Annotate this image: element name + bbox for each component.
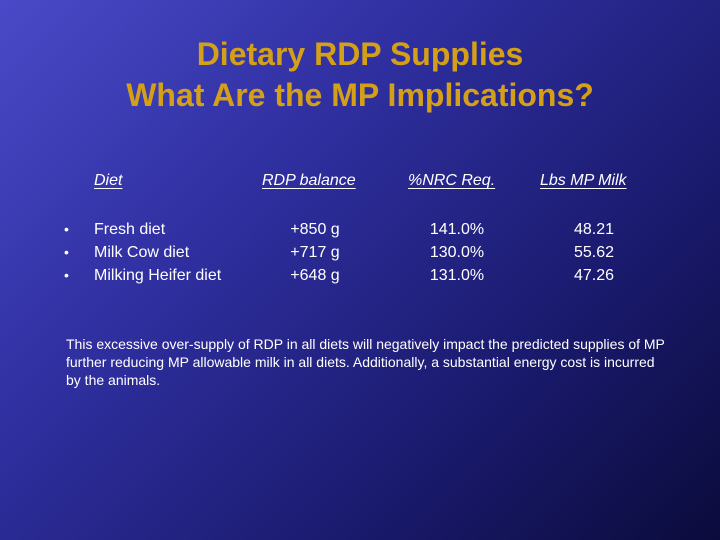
row-rdp-balance: +717 g	[290, 244, 340, 261]
row-lbs-mp-milk: 48.21	[573, 221, 615, 238]
summary-note: This excessive over-supply of RDP in all…	[66, 336, 665, 388]
row-rdp-balance: +648 g	[290, 267, 340, 284]
header-nrc-req: %NRC Req.	[408, 172, 496, 189]
row-nrc-req: 131.0%	[429, 267, 485, 284]
title-line-2: What Are the MP Implications?	[126, 76, 594, 113]
bullet-icon: •	[64, 221, 69, 237]
title-line-1: Dietary RDP Supplies	[196, 36, 524, 72]
row-lbs-mp-milk: 55.62	[573, 244, 615, 261]
row-rdp-balance: +850 g	[290, 221, 340, 238]
bullet-icon: •	[64, 244, 69, 260]
row-diet: Milk Cow diet	[94, 244, 190, 261]
row-diet: Milking Heifer diet	[94, 267, 222, 284]
header-rdp-balance: RDP balance	[262, 172, 356, 189]
row-lbs-mp-milk: 47.26	[573, 267, 615, 284]
header-diet: Diet	[94, 172, 123, 189]
slide-title: Dietary RDP Supplies What Are the MP Imp…	[0, 34, 720, 115]
row-diet: Fresh diet	[94, 221, 166, 238]
header-lbs-mp-milk: Lbs MP Milk	[540, 172, 627, 189]
row-nrc-req: 141.0%	[429, 221, 485, 238]
row-nrc-req: 130.0%	[429, 244, 485, 261]
bullet-icon: •	[64, 267, 69, 283]
